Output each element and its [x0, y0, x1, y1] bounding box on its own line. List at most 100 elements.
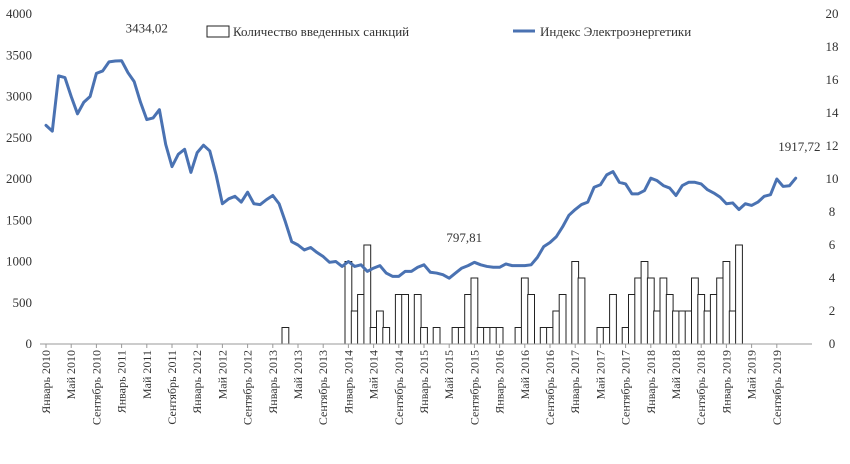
sanction-bar	[420, 327, 428, 345]
x-tick-label: Сентябрь 2018	[694, 350, 708, 425]
x-tick-label: Сентябрь 2019	[770, 350, 784, 425]
right-tick-label: 14	[826, 105, 840, 120]
sanction-bar	[634, 277, 643, 345]
x-tick-label: Сентябрь 2017	[619, 350, 633, 425]
data-label: 797,81	[446, 230, 482, 245]
data-label: 3434,02	[126, 21, 168, 36]
left-tick-label: 1000	[6, 254, 32, 269]
left-tick-label: 3500	[6, 47, 32, 62]
annotations: 3434,02 797,81 1917,72	[126, 21, 821, 245]
sanction-bar	[369, 327, 378, 345]
sanction-bar	[527, 294, 536, 345]
legend-bar-swatch	[206, 25, 230, 38]
sanction-bar	[363, 244, 372, 345]
sanction-bar	[678, 310, 687, 345]
x-tick-label: Январь 2012	[190, 350, 204, 414]
x-tick-label: Май 2018	[669, 350, 683, 399]
left-tick-label: 0	[26, 336, 33, 351]
sanction-bar	[703, 310, 712, 345]
sanction-bar	[577, 277, 586, 345]
x-tick-label: Сентябрь 2016	[543, 350, 557, 425]
x-tick-label: Май 2010	[64, 350, 78, 399]
x-tick-label: Май 2017	[593, 350, 607, 399]
sanction-bar	[716, 277, 725, 345]
sanction-bar	[514, 327, 523, 345]
sanction-bar	[451, 327, 460, 345]
sanction-bar	[457, 327, 466, 345]
sanction-bar	[539, 327, 548, 345]
sanction-bar	[350, 310, 359, 345]
x-tick-label: Май 2016	[518, 350, 532, 399]
x-tick-label: Январь 2011	[115, 350, 129, 413]
legend-line-label: Индекс Электроэнергетики	[540, 24, 691, 39]
left-tick-label: 500	[13, 295, 33, 310]
legend: Количество введенных санкций Индекс Элек…	[206, 24, 691, 39]
sanction-bar	[691, 277, 699, 345]
sanction-bar	[735, 244, 743, 345]
left-tick-label: 2500	[6, 130, 32, 145]
sanction-bar	[602, 327, 611, 345]
sanction-bar	[344, 261, 353, 345]
x-tick-label: Май 2014	[367, 350, 381, 399]
x-tick-label: Сентябрь 2015	[467, 350, 481, 425]
sanction-bar	[646, 277, 655, 345]
sanction-bar	[495, 327, 504, 345]
sanction-bar	[432, 327, 441, 345]
x-tick-label: Май 2011	[140, 350, 154, 399]
index-line-layer	[44, 59, 798, 280]
sanction-bar	[357, 294, 365, 345]
x-tick-label: Сентябрь 2013	[316, 350, 330, 425]
sanctions-bars	[281, 244, 743, 345]
sanction-bar	[552, 310, 561, 345]
x-tick-label: Май 2015	[442, 350, 456, 399]
x-tick-label: Январь 2015	[417, 350, 431, 414]
right-tick-label: 2	[829, 303, 836, 318]
sanction-bar	[697, 294, 706, 345]
legend-bar-label: Количество введенных санкций	[233, 24, 409, 39]
sanction-bar	[596, 327, 605, 345]
sanction-bar	[672, 310, 680, 345]
x-tick-label: Январь 2017	[568, 350, 582, 414]
sanction-bar	[281, 327, 290, 345]
right-tick-label: 16	[826, 72, 840, 87]
sanction-bar	[476, 327, 485, 345]
x-tick-label: Январь 2016	[493, 350, 507, 414]
sanction-bar	[558, 294, 567, 345]
left-axis: 0 500 1000 1500 2000 2500 3000 3500 4000	[6, 6, 32, 351]
left-tick-label: 2000	[6, 171, 32, 186]
left-tick-label: 4000	[6, 6, 32, 21]
index-line	[44, 59, 798, 280]
x-tick-label: Январь 2018	[644, 350, 658, 414]
x-tick-label: Январь 2010	[39, 350, 53, 414]
x-tick-label: Май 2012	[215, 350, 229, 399]
data-label: 1917,72	[778, 139, 820, 154]
sanction-bar	[546, 327, 554, 345]
x-tick-label: Сентябрь 2010	[89, 350, 103, 425]
sanction-bar	[470, 277, 479, 345]
sanction-bar	[653, 310, 662, 345]
sanction-bar	[684, 310, 693, 345]
sanction-bar	[621, 327, 630, 345]
x-axis: Январь 2010 Май 2010 Сентябрь 2010 Январь 2…	[39, 344, 784, 425]
sanction-bar	[665, 294, 674, 345]
right-tick-label: 10	[826, 171, 839, 186]
sanction-bar	[376, 310, 384, 345]
x-tick-label: Январь 2019	[719, 350, 733, 414]
sanction-bar	[640, 261, 649, 345]
left-tick-label: 3000	[6, 89, 32, 104]
sanction-bar	[659, 277, 668, 345]
sanction-bar	[489, 327, 498, 345]
right-tick-label: 8	[829, 204, 836, 219]
x-tick-label: Май 2019	[745, 350, 759, 399]
sanction-bar	[722, 261, 731, 345]
right-tick-label: 18	[826, 39, 839, 54]
x-tick-label: Сентябрь 2014	[392, 350, 406, 425]
sanction-bar	[520, 277, 529, 345]
sanction-bar	[401, 294, 410, 345]
sanction-bar	[571, 261, 580, 345]
x-tick-label: Сентябрь 2012	[241, 350, 255, 425]
sanction-bar	[464, 294, 473, 345]
right-tick-label: 4	[829, 270, 836, 285]
sanction-bar	[609, 294, 617, 345]
x-tick-label: Январь 2013	[266, 350, 280, 414]
